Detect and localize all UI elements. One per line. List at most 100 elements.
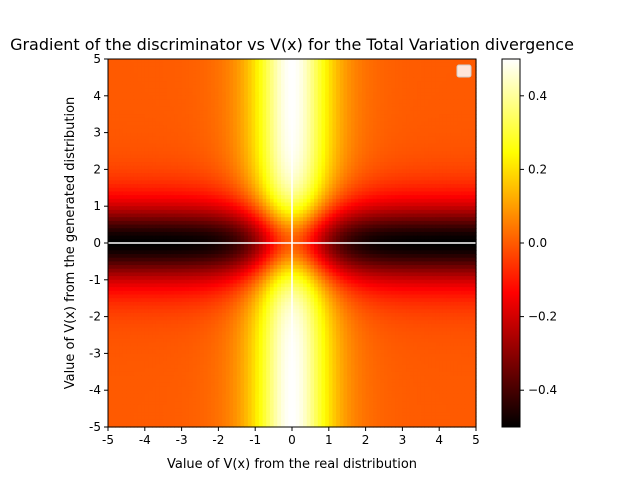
heatmap-cell <box>310 59 315 64</box>
heatmap-cell <box>321 139 326 145</box>
heatmap-cell <box>413 62 418 67</box>
heatmap-cell <box>406 202 411 207</box>
heatmap-cell <box>130 95 135 101</box>
heatmap-cell <box>372 99 378 104</box>
heatmap-cell <box>284 231 289 237</box>
heatmap-cell <box>258 117 264 123</box>
heatmap-cell <box>196 165 201 170</box>
heatmap-cell <box>214 103 219 108</box>
heatmap-cell <box>306 176 311 182</box>
heatmap-cell <box>391 187 396 193</box>
heatmap-cell <box>181 84 186 90</box>
heatmap-cell <box>442 213 448 218</box>
heatmap-cell <box>450 125 455 130</box>
heatmap-cell <box>203 121 208 126</box>
heatmap-cell <box>428 187 433 193</box>
heatmap-cell <box>384 184 389 189</box>
heatmap-cell <box>141 92 146 97</box>
heatmap-cell <box>299 180 304 185</box>
heatmap-cell <box>435 117 440 123</box>
heatmap-cell <box>240 62 245 67</box>
heatmap-cell <box>395 202 400 207</box>
heatmap-cell <box>343 231 348 237</box>
heatmap-cell <box>310 158 315 163</box>
heatmap-cell <box>310 81 315 86</box>
heatmap-cell <box>391 228 396 233</box>
heatmap-cell <box>185 209 190 215</box>
heatmap-cell <box>361 88 367 93</box>
heatmap-cell <box>350 99 356 104</box>
heatmap-cell <box>266 73 271 78</box>
heatmap-cell <box>310 139 315 145</box>
heatmap-cell <box>376 117 381 123</box>
heatmap-cell <box>280 224 286 229</box>
heatmap-cell <box>240 187 245 193</box>
heatmap-cell <box>321 198 326 204</box>
heatmap-cell <box>350 162 356 167</box>
heatmap-cell <box>174 128 179 134</box>
heatmap-cell <box>398 88 403 93</box>
heatmap-cell <box>413 106 418 112</box>
heatmap-cell <box>229 213 234 218</box>
heatmap-cell <box>262 106 267 112</box>
heatmap-cell <box>292 99 297 104</box>
heatmap-cell <box>409 136 415 141</box>
heatmap-cell <box>258 121 264 126</box>
heatmap-cell <box>347 213 352 218</box>
heatmap-cell <box>402 220 407 226</box>
heatmap-cell <box>380 187 385 193</box>
heatmap-cell <box>152 169 157 174</box>
heatmap-cell <box>119 173 124 178</box>
heatmap-cell <box>196 235 201 240</box>
heatmap-cell <box>181 81 186 86</box>
heatmap-cell <box>317 110 323 115</box>
heatmap-cell <box>442 231 448 237</box>
heatmap-cell <box>174 202 179 207</box>
heatmap-cell <box>122 121 127 126</box>
heatmap-cell <box>372 169 378 174</box>
heatmap-cell <box>446 66 451 71</box>
heatmap-cell <box>310 84 315 90</box>
heatmap-cell <box>328 213 334 218</box>
heatmap-cell <box>108 88 113 93</box>
heatmap-cell <box>258 99 264 104</box>
heatmap-cell <box>339 206 345 211</box>
heatmap-cell <box>461 92 466 97</box>
heatmap-cell <box>266 231 271 237</box>
heatmap-cell <box>402 202 407 207</box>
heatmap-cell <box>442 195 448 200</box>
heatmap-cell <box>141 169 146 174</box>
heatmap-cell <box>284 143 289 148</box>
heatmap-cell <box>406 128 411 134</box>
heatmap-cell <box>233 95 238 101</box>
heatmap-cell <box>431 70 437 75</box>
heatmap-cell <box>380 117 385 123</box>
heatmap-cell <box>424 81 429 86</box>
heatmap-cell <box>321 195 326 200</box>
heatmap-cell <box>207 228 212 233</box>
heatmap-cell <box>428 66 433 71</box>
heatmap-cell <box>188 95 194 101</box>
heatmap-cell <box>277 228 282 233</box>
heatmap-cell <box>251 228 256 233</box>
heatmap-cell <box>144 202 150 207</box>
heatmap-cell <box>395 162 400 167</box>
heatmap-cell <box>218 88 223 93</box>
heatmap-cell <box>126 169 131 174</box>
heatmap-cell <box>244 169 249 174</box>
heatmap-cell <box>380 106 385 112</box>
heatmap-cell <box>376 62 381 67</box>
heatmap-cell <box>387 66 392 71</box>
heatmap-cell <box>152 114 157 119</box>
heatmap-cell <box>141 99 146 104</box>
heatmap-cell <box>273 239 278 244</box>
heatmap-cell <box>292 184 297 189</box>
heatmap-cell <box>354 139 359 145</box>
heatmap-cell <box>240 125 245 130</box>
heatmap-cell <box>288 99 293 104</box>
heatmap-cell <box>380 77 385 82</box>
heatmap-cell <box>343 95 348 101</box>
heatmap-cell <box>196 73 201 78</box>
heatmap-cell <box>126 77 131 82</box>
heatmap-cell <box>395 180 400 185</box>
